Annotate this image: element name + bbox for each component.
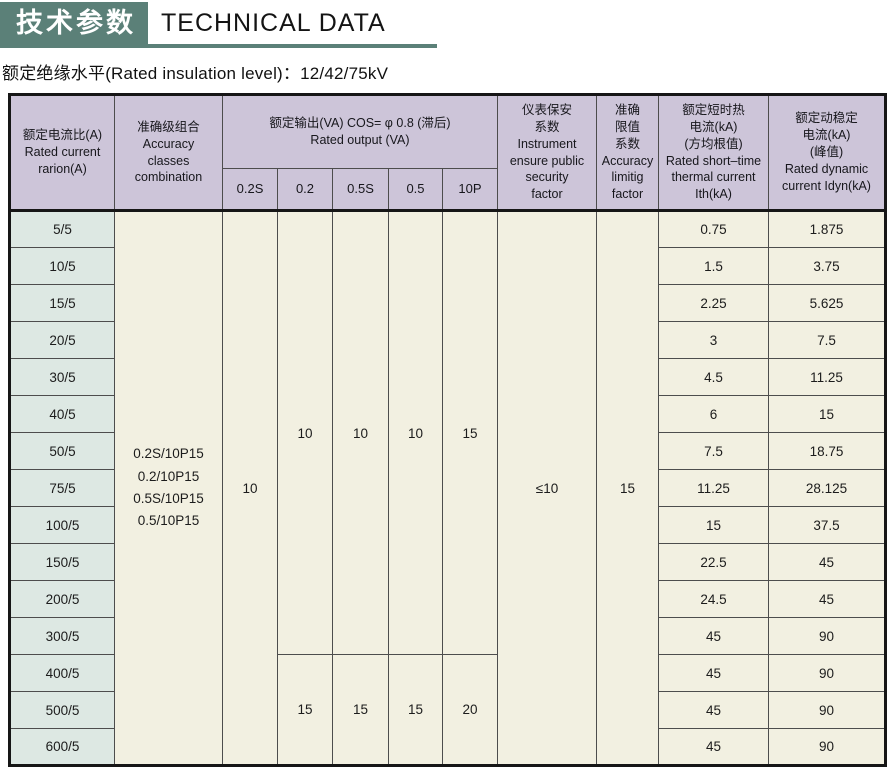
- thermal-current-header: 额定短时热 电流(kA) (方均根值) Rated short–time the…: [658, 94, 769, 211]
- output-class-05-header: 0.5: [388, 168, 443, 211]
- table-row: 50/5 7.5 18.75: [9, 432, 886, 470]
- ith-cell: 6: [658, 395, 769, 433]
- ratio-cell: 5/5: [9, 209, 115, 248]
- idyn-cell: 28.125: [768, 469, 886, 507]
- ratio-cell: 400/5: [9, 654, 115, 692]
- ratio-cell: 600/5: [9, 728, 115, 766]
- ratio-cell: 40/5: [9, 395, 115, 433]
- ith-cell: 4.5: [658, 358, 769, 396]
- header-row-1: 额定电流比(A) Rated current rarion(A) 准确级组合 A…: [9, 94, 886, 211]
- ith-cell: 7.5: [658, 432, 769, 470]
- ratio-cell: 50/5: [9, 432, 115, 470]
- idyn-cell: 90: [768, 617, 886, 655]
- output-class-02s-header: 0.2S: [222, 168, 278, 211]
- dynamic-current-header: 额定动稳定 电流(kA) (峰值) Rated dynamic current …: [768, 94, 886, 211]
- idyn-cell: 7.5: [768, 321, 886, 359]
- idyn-cell: 18.75: [768, 432, 886, 470]
- idyn-cell: 37.5: [768, 506, 886, 544]
- output-02s-value: 10: [222, 209, 278, 766]
- section-title-zh: 技术参数: [0, 2, 148, 44]
- table-row: 300/5 45 90: [9, 617, 886, 655]
- output-05-bottom-value: 15: [388, 654, 443, 766]
- idyn-cell: 5.625: [768, 284, 886, 322]
- output-05s-bottom-value: 15: [332, 654, 389, 766]
- rated-insulation-level: 额定绝缘水平(Rated insulation level)：12/42/75k…: [2, 64, 389, 83]
- rated-output-group-header: 额定输出(VA) COS= φ 0.8 (滞后) Rated output (V…: [222, 94, 498, 169]
- table-row: 400/5 15 15 15 20 45 90: [9, 654, 886, 766]
- output-05-top-value: 10: [388, 209, 443, 655]
- idyn-cell: 90: [768, 728, 886, 766]
- table-row: 40/5 6 15: [9, 395, 886, 433]
- ith-cell: 2.25: [658, 284, 769, 322]
- technical-data-table: 额定电流比(A) Rated current rarion(A) 准确级组合 A…: [8, 93, 887, 767]
- accuracy-limit-value: 15: [596, 209, 659, 766]
- table-row: 150/5 22.5 45: [9, 543, 886, 581]
- ratio-cell: 300/5: [9, 617, 115, 655]
- ratio-header: 额定电流比(A) Rated current rarion(A): [9, 94, 115, 211]
- ith-cell: 3: [658, 321, 769, 359]
- ratio-cell: 500/5: [9, 691, 115, 729]
- accuracy-classes-value: 0.2S/10P15 0.2/10P15 0.5S/10P15 0.5/10P1…: [114, 209, 223, 766]
- output-02-top-value: 10: [277, 209, 333, 655]
- ratio-cell: 150/5: [9, 543, 115, 581]
- header-row-2: 0.2S 0.2 0.5S 0.5 10P: [10, 168, 886, 211]
- ith-cell: 1.5: [658, 247, 769, 285]
- output-class-05s-header: 0.5S: [332, 168, 389, 211]
- ith-cell: 45: [658, 617, 769, 655]
- idyn-cell: 11.25: [768, 358, 886, 396]
- output-05s-top-value: 10: [332, 209, 389, 655]
- output-class-10p-header: 10P: [442, 168, 498, 211]
- idyn-cell: 1.875: [768, 209, 886, 248]
- table-row: 5/5 0.2S/10P15 0.2/10P15 0.5S/10P15 0.5/…: [9, 209, 886, 766]
- instrument-factor-header: 仪表保安 系数 Instrument ensure public securit…: [497, 94, 597, 211]
- ith-cell: 22.5: [658, 543, 769, 581]
- idyn-cell: 45: [768, 543, 886, 581]
- instrument-factor-value: ≤10: [497, 209, 597, 766]
- ith-cell: 45: [658, 728, 769, 766]
- ith-cell: 45: [658, 654, 769, 692]
- output-02-bottom-value: 15: [277, 654, 333, 766]
- output-10p-top-value: 15: [442, 209, 498, 655]
- accuracy-limit-header: 准确 限值 系数 Accuracy limitig factor: [596, 94, 659, 211]
- ith-cell: 24.5: [658, 580, 769, 618]
- ratio-cell: 15/5: [9, 284, 115, 322]
- table-row: 200/5 24.5 45: [9, 580, 886, 618]
- ith-cell: 0.75: [658, 209, 769, 248]
- table-row: 75/5 11.25 28.125: [9, 469, 886, 507]
- ratio-cell: 10/5: [9, 247, 115, 285]
- idyn-cell: 3.75: [768, 247, 886, 285]
- table-row: 30/5 4.5 11.25: [9, 358, 886, 396]
- output-class-02-header: 0.2: [277, 168, 333, 211]
- ith-cell: 11.25: [658, 469, 769, 507]
- ith-cell: 45: [658, 691, 769, 729]
- output-10p-bottom-value: 20: [442, 654, 498, 766]
- ratio-cell: 30/5: [9, 358, 115, 396]
- table-row: 10/5 1.5 3.75: [9, 247, 886, 285]
- ratio-cell: 75/5: [9, 469, 115, 507]
- ratio-cell: 20/5: [9, 321, 115, 359]
- ratio-cell: 100/5: [9, 506, 115, 544]
- section-title-en: TECHNICAL DATA: [161, 8, 386, 37]
- table-row: 15/5 2.25 5.625: [9, 284, 886, 322]
- section-title-bar: 技术参数 TECHNICAL DATA: [0, 2, 437, 48]
- table-row: 600/5 45 90: [9, 728, 886, 766]
- table-row: 500/5 45 90: [9, 691, 886, 729]
- ith-cell: 15: [658, 506, 769, 544]
- idyn-cell: 90: [768, 691, 886, 729]
- ratio-cell: 200/5: [9, 580, 115, 618]
- idyn-cell: 15: [768, 395, 886, 433]
- accuracy-classes-header: 准确级组合 Accuracy classes combination: [114, 94, 223, 211]
- idyn-cell: 90: [768, 654, 886, 692]
- idyn-cell: 45: [768, 580, 886, 618]
